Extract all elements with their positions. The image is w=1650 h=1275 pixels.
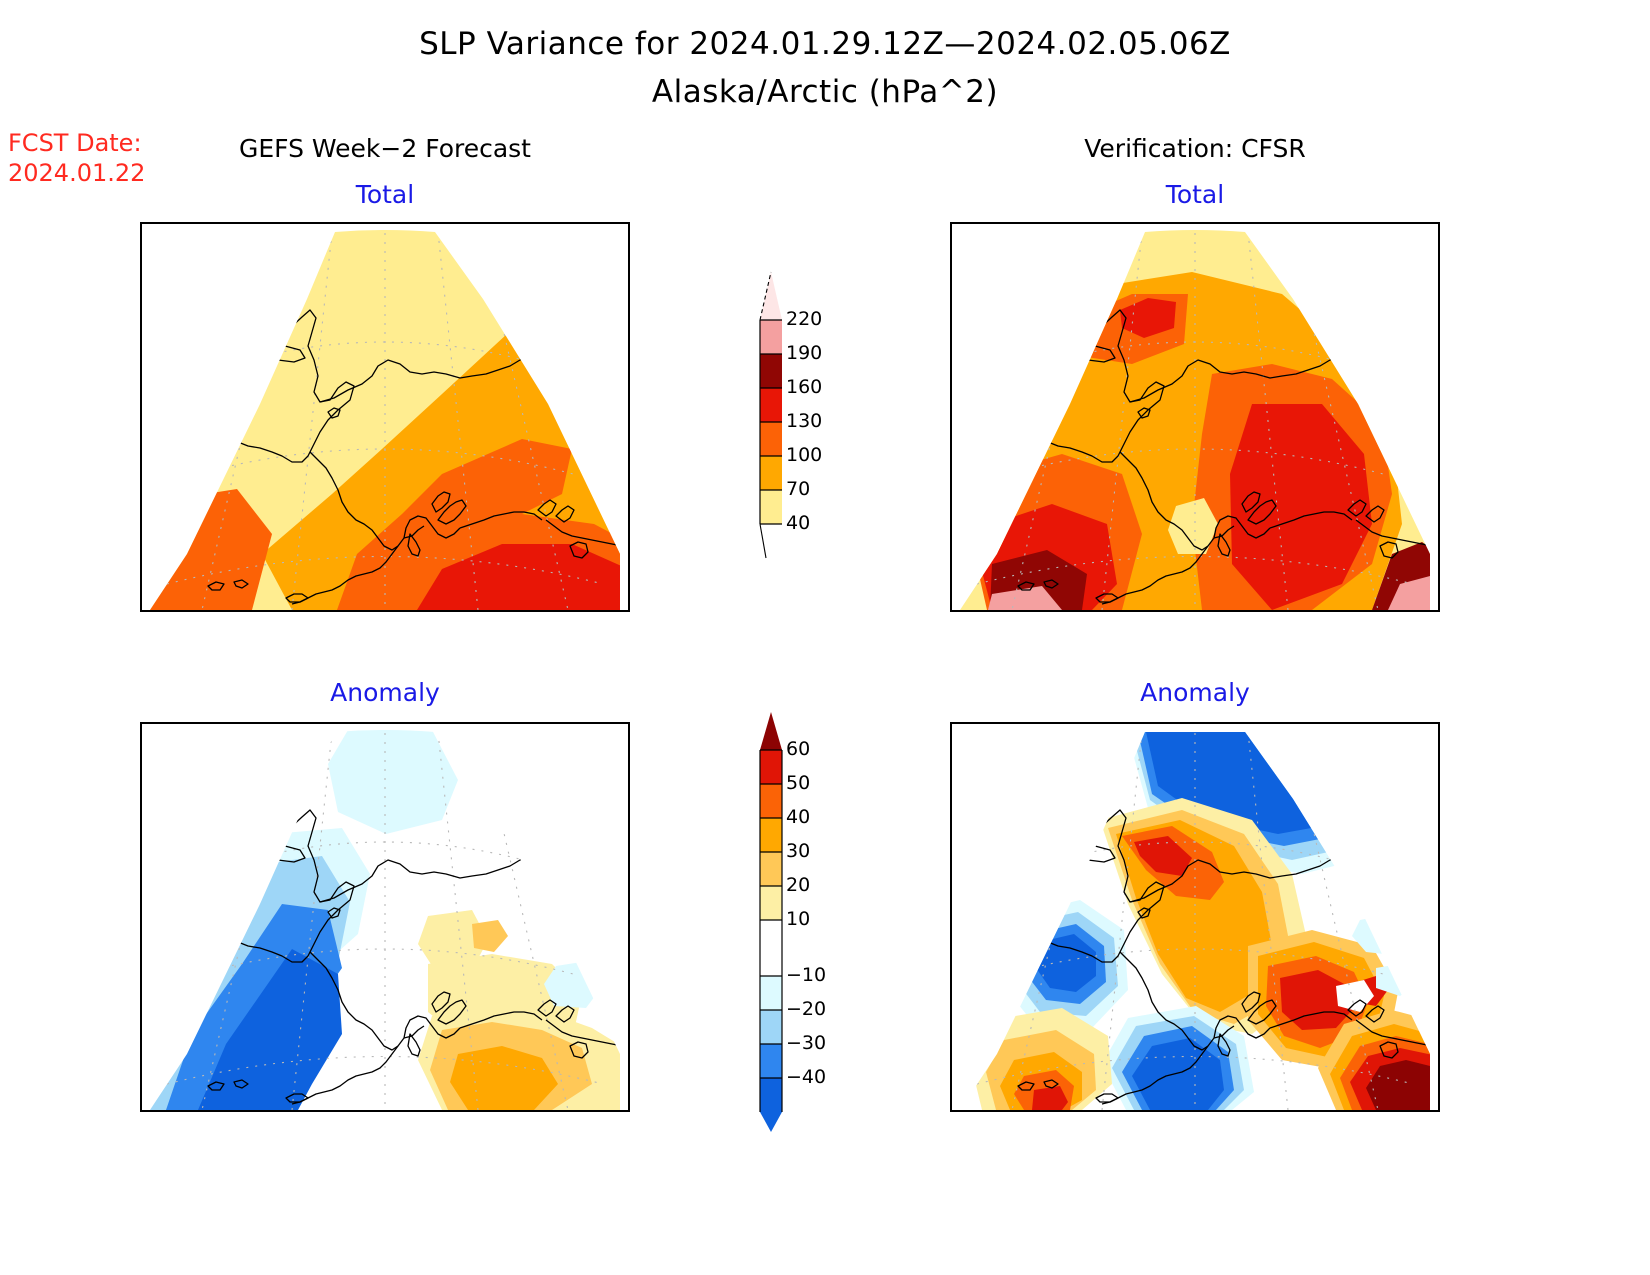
contour-map-gefs-anomaly <box>150 730 620 1110</box>
cbar-total-tick-40: 40 <box>786 512 811 534</box>
contour-map-cfsr-total <box>960 230 1430 610</box>
cbar-anom-tick-10: 10 <box>786 908 811 930</box>
figure-subtitle: Alaska/Arctic (hPa^2) <box>651 74 999 110</box>
colorbar-anomaly-ticklabels: 60 50 40 30 20 10 −10 −20 −30 −40 <box>786 700 846 1140</box>
panel-caption-gefs-total: Total <box>355 180 415 209</box>
map-panel-cfsr-total <box>950 222 1440 612</box>
contour-map-cfsr-anomaly <box>960 730 1430 1110</box>
cbar-anom-tick-neg10: −10 <box>786 964 827 986</box>
colorbar-anomaly: 60 50 40 30 20 10 −10 −20 −30 −40 <box>748 700 826 1140</box>
cbar-total-tick-190: 190 <box>786 342 823 364</box>
cbar-total-tick-220: 220 <box>786 308 823 330</box>
cbar-total-tick-70: 70 <box>786 478 811 500</box>
colorbar-total: 220 190 160 130 100 70 40 <box>748 258 822 578</box>
cbar-anom-tick-20: 20 <box>786 874 811 896</box>
cbar-anom-tick-neg30: −30 <box>786 1032 827 1054</box>
cbar-anom-tick-30: 30 <box>786 840 811 862</box>
colorbar-anomaly-swatches <box>759 712 783 1132</box>
panel-caption-cfsr-anomaly: Anomaly <box>1140 678 1250 707</box>
forecast-date-block: FCST Date: 2024.01.22 <box>8 128 208 188</box>
panel-caption-cfsr-total: Total <box>1165 180 1225 209</box>
cbar-anom-tick-60: 60 <box>786 738 811 760</box>
forecast-date-label: FCST Date: <box>8 129 142 157</box>
cbar-anom-tick-neg20: −20 <box>786 998 827 1020</box>
colorbar-total-swatches <box>759 271 782 566</box>
figure-title: SLP Variance for 2024.01.29.12Z—2024.02.… <box>419 26 1231 62</box>
cbar-anom-tick-neg40: −40 <box>786 1066 827 1088</box>
right-column-header: Verification: CFSR <box>1084 134 1306 163</box>
cbar-anom-tick-40: 40 <box>786 806 811 828</box>
cbar-anom-tick-50: 50 <box>786 772 811 794</box>
contour-map-gefs-total <box>150 230 620 610</box>
left-column-header: GEFS Week−2 Forecast <box>238 134 531 163</box>
panel-caption-gefs-anomaly: Anomaly <box>330 678 440 707</box>
colorbar-total-ticklabels: 220 190 160 130 100 70 40 <box>786 258 846 578</box>
map-panel-gefs-anomaly <box>140 722 630 1112</box>
map-panel-gefs-total <box>140 222 630 612</box>
cbar-total-tick-160: 160 <box>786 376 823 398</box>
map-panel-cfsr-anomaly <box>950 722 1440 1112</box>
cbar-total-tick-130: 130 <box>786 410 823 432</box>
cbar-total-tick-100: 100 <box>786 444 823 466</box>
forecast-date-value: 2024.01.22 <box>8 159 146 187</box>
